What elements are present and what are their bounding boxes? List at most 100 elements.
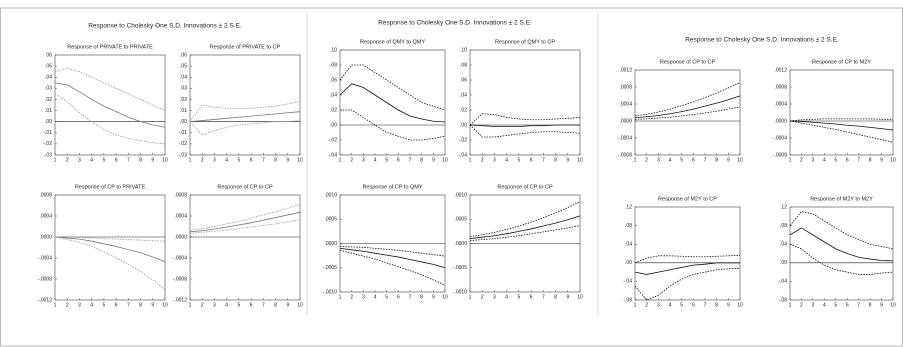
chart-title: Response of PRIVATE to CP	[210, 44, 281, 50]
x-tick-label: 8	[139, 157, 142, 163]
response-line	[339, 247, 446, 269]
x-tick-label: 9	[151, 157, 154, 163]
x-tick-label: 4	[505, 294, 508, 300]
x-tick-label: 6	[530, 294, 533, 300]
x-tick-label: 2	[201, 157, 204, 163]
y-tick-label: -.02	[178, 141, 187, 147]
x-tick-label: 7	[127, 157, 130, 163]
y-tick-label: -.08	[778, 297, 787, 303]
y-tick-label: .01	[45, 108, 52, 114]
band-line	[189, 101, 301, 122]
band-line	[339, 246, 446, 257]
x-tick-label: 8	[869, 302, 872, 308]
x-tick-label: 2	[800, 302, 803, 308]
plot-frame	[54, 54, 166, 156]
band-line	[54, 236, 166, 290]
y-tick-label: .0005	[324, 217, 337, 223]
band-line	[469, 113, 581, 126]
response-line	[634, 262, 740, 275]
x-tick-label: 3	[78, 302, 81, 308]
plot-frame	[339, 49, 446, 156]
x-tick-label: 8	[274, 157, 277, 163]
y-tick-label: .06	[460, 77, 467, 83]
x-tick-label: 7	[262, 157, 265, 163]
x-tick-label: 3	[362, 157, 365, 163]
x-tick-label: 1	[789, 157, 792, 163]
x-tick-label: 10	[442, 157, 448, 163]
y-tick-label: -.0008	[618, 152, 632, 158]
x-tick-label: 6	[250, 157, 253, 163]
band-line	[340, 109, 446, 141]
y-tick-label: -.04	[328, 152, 337, 158]
x-tick-label: 5	[517, 294, 520, 300]
y-tick-label: .03	[45, 86, 52, 92]
x-tick-label: 2	[645, 157, 648, 163]
y-tick-label: .02	[460, 107, 467, 113]
x-tick-label: 6	[397, 294, 400, 300]
figure-title: Response to Cholesky One S.D. Innovation…	[685, 37, 839, 44]
y-tick-label: .05	[180, 63, 187, 69]
band-line	[789, 211, 894, 250]
x-tick-label: 4	[225, 157, 228, 163]
x-tick-label: 3	[213, 302, 216, 308]
band-line	[634, 267, 741, 301]
x-tick-label: 5	[834, 157, 837, 163]
chart-title: Response of M2Y to M2Y	[810, 196, 873, 202]
band-line	[789, 120, 894, 143]
x-tick-label: 10	[577, 294, 583, 300]
x-tick-label: 4	[823, 157, 826, 163]
y-tick-label: .0000	[174, 234, 187, 240]
x-tick-label: 9	[566, 157, 569, 163]
y-tick-label: .0010	[454, 192, 467, 198]
x-tick-label: 10	[737, 302, 743, 308]
x-tick-label: 1	[339, 157, 342, 163]
x-tick-label: 3	[657, 157, 660, 163]
y-tick-label: .04	[45, 75, 52, 81]
y-tick-label: -.0008	[38, 276, 52, 282]
x-tick-label: 2	[800, 157, 803, 163]
x-tick-label: 1	[189, 302, 192, 308]
y-tick-label: -.03	[43, 152, 52, 158]
y-tick-label: .10	[330, 47, 337, 53]
y-tick-label: .06	[330, 77, 337, 83]
x-tick-label: 10	[442, 294, 448, 300]
response-line	[789, 227, 894, 262]
chart-title: Response of CP to PRIVATE	[75, 184, 146, 190]
band-line	[789, 118, 893, 122]
x-tick-label: 6	[692, 157, 695, 163]
x-tick-label: 10	[737, 157, 743, 163]
x-tick-label: 6	[115, 302, 118, 308]
plot-frame	[789, 69, 894, 156]
y-tick-label: -.02	[43, 141, 52, 147]
x-tick-label: 3	[811, 157, 814, 163]
plot-frame	[469, 49, 581, 156]
x-tick-label: 10	[297, 157, 303, 163]
y-tick-label: -.0005	[453, 265, 467, 271]
x-tick-label: 6	[846, 157, 849, 163]
response-line	[469, 215, 581, 240]
x-tick-label: 7	[857, 157, 860, 163]
x-tick-label: 2	[645, 302, 648, 308]
y-tick-label: .0005	[454, 217, 467, 223]
x-tick-label: 4	[90, 157, 93, 163]
x-tick-label: 1	[339, 294, 342, 300]
chart-title: Response of CP to QMY	[362, 184, 422, 190]
chart-title: Response of PRIVATE to PRIVATE	[67, 44, 153, 50]
y-tick-label: .0004	[39, 213, 52, 219]
chart-title: Response of CP to CP	[660, 59, 716, 65]
chart-title: Response of CP to CP	[497, 184, 553, 190]
x-tick-label: 6	[846, 302, 849, 308]
x-tick-label: 8	[139, 302, 142, 308]
x-tick-label: 9	[566, 294, 569, 300]
x-tick-label: 5	[680, 302, 683, 308]
y-tick-label: -.0012	[173, 297, 187, 303]
y-tick-label: .0008	[619, 84, 632, 90]
y-tick-label: -.01	[43, 130, 52, 136]
x-tick-label: 6	[530, 157, 533, 163]
y-tick-label: .0000	[39, 234, 52, 240]
y-tick-label: .02	[180, 97, 187, 103]
response-line	[54, 82, 166, 128]
y-tick-label: -.03	[178, 152, 187, 158]
x-tick-label: 6	[397, 157, 400, 163]
